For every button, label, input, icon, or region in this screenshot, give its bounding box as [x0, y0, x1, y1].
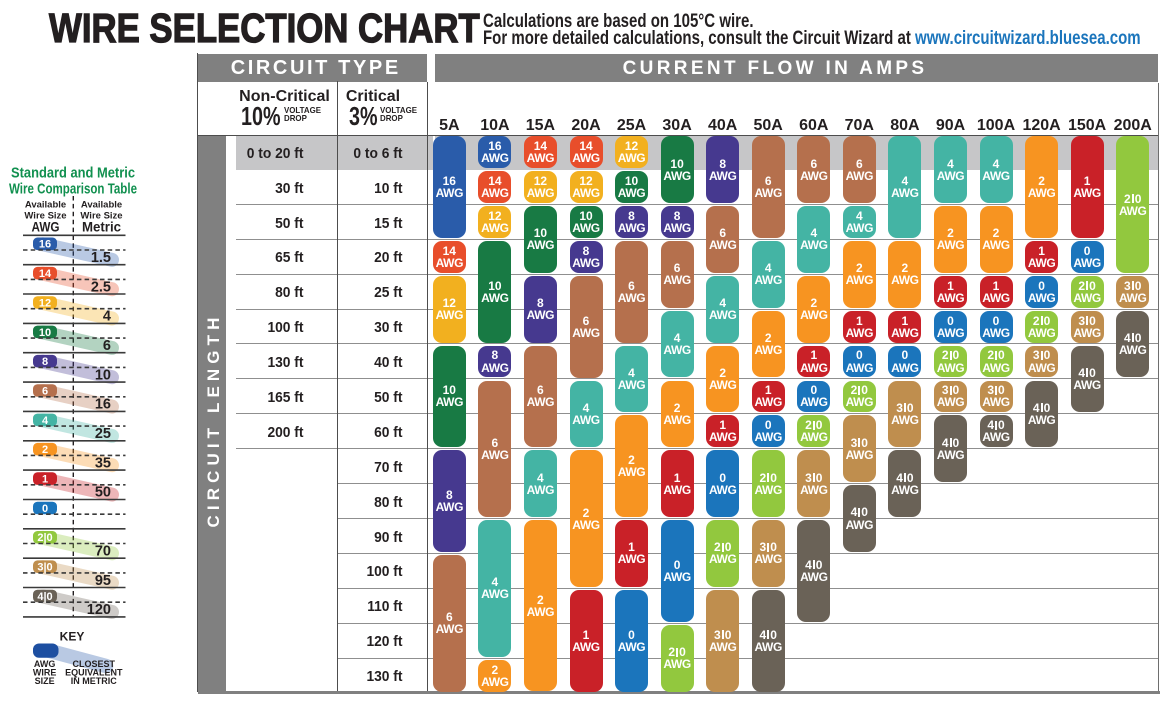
svg-text:Wire Size: Wire Size — [24, 211, 66, 222]
svg-text:120: 120 — [87, 602, 111, 618]
svg-text:50: 50 — [95, 485, 111, 501]
svg-text:0: 0 — [42, 503, 48, 515]
svg-text:KEY: KEY — [60, 630, 85, 644]
svg-text:16: 16 — [39, 239, 51, 251]
svg-text:35: 35 — [95, 455, 111, 471]
svg-text:AWG: AWG — [34, 659, 56, 669]
svg-text:Available: Available — [81, 200, 122, 211]
svg-text:8: 8 — [42, 356, 48, 368]
svg-text:6: 6 — [103, 338, 111, 354]
svg-text:95: 95 — [95, 573, 111, 589]
svg-text:WIRE: WIRE — [33, 668, 57, 678]
svg-text:AWG: AWG — [32, 219, 60, 235]
svg-text:25: 25 — [95, 426, 111, 442]
svg-text:CLOSEST: CLOSEST — [73, 659, 116, 669]
svg-text:12: 12 — [39, 297, 51, 309]
svg-text:16: 16 — [95, 397, 111, 413]
svg-text:1: 1 — [42, 474, 48, 486]
svg-text:4: 4 — [42, 415, 49, 427]
svg-text:Available: Available — [25, 200, 66, 211]
svg-text:1.5: 1.5 — [91, 250, 111, 266]
svg-text:3|0: 3|0 — [37, 562, 52, 574]
svg-text:Wire Size: Wire Size — [80, 211, 122, 222]
svg-text:10: 10 — [39, 327, 51, 339]
svg-text:4|0: 4|0 — [37, 591, 52, 603]
svg-text:SIZE: SIZE — [35, 676, 55, 686]
svg-text:IN METRIC: IN METRIC — [71, 676, 117, 686]
svg-text:70: 70 — [95, 543, 111, 559]
svg-text:Metric: Metric — [82, 219, 121, 235]
svg-text:2.5: 2.5 — [91, 279, 111, 295]
svg-text:2: 2 — [42, 444, 48, 456]
svg-text:6: 6 — [42, 385, 48, 397]
svg-text:4: 4 — [103, 309, 111, 325]
svg-text:EQUIVALENT: EQUIVALENT — [65, 668, 123, 678]
svg-text:Standard and Metric: Standard and Metric — [11, 165, 135, 182]
svg-text:10: 10 — [95, 367, 111, 383]
svg-text:2|0: 2|0 — [37, 532, 52, 544]
svg-text:14: 14 — [39, 268, 52, 280]
svg-text:Wire Comparison Table: Wire Comparison Table — [9, 181, 137, 198]
